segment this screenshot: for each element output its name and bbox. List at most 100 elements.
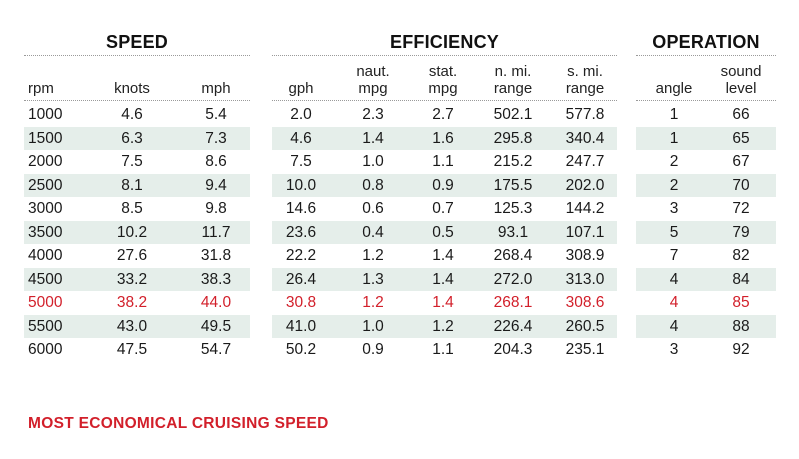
cell-gph: 14.6 — [285, 200, 317, 217]
table-row: 4500 33.2 38.3 26.4 1.3 1.4 272.0 313.0 4 84 — [0, 267, 799, 291]
cell-knots: 33.2 — [116, 270, 148, 288]
cell-stat-mpg: 1.1 — [432, 153, 454, 170]
operation-group-rule — [636, 55, 776, 56]
column-header-naut-mpg: naut. mpg — [338, 61, 408, 97]
cell-stat-mpg: 1.2 — [432, 317, 454, 335]
cell-naut-mpg: 0.9 — [362, 341, 384, 358]
cell-angle: 1 — [669, 129, 679, 147]
column-header-n-mi-range: n. mi. range — [478, 61, 548, 97]
cell-n-mi-range: 272.0 — [493, 270, 533, 288]
cell-naut-mpg: 2.3 — [362, 106, 384, 123]
cell-sound-level: 70 — [732, 176, 750, 194]
cell-naut-mpg: 1.2 — [362, 294, 384, 311]
data-table-body: 1000 4.6 5.4 2.0 2.3 2.7 502.1 577.8 1 66 1500 6.3 7… — [0, 103, 799, 362]
row-band — [636, 173, 776, 197]
cell-s-mi-range: 235.1 — [565, 341, 605, 358]
column-header-line: level — [725, 80, 757, 97]
table-row: 2000 7.5 8.6 7.5 1.0 1.1 215.2 247.7 2 67 — [0, 150, 799, 174]
column-header-line: s. mi. — [567, 63, 603, 80]
cell-gph: 22.2 — [285, 247, 317, 264]
footnote-most-economical: MOST ECONOMICAL CRUISING SPEED — [28, 415, 329, 432]
cell-gph: 30.8 — [285, 294, 317, 311]
cell-angle: 2 — [669, 176, 679, 194]
column-header-line: sound — [720, 63, 762, 80]
cell-sound-level: 65 — [732, 129, 750, 147]
cell-s-mi-range: 577.8 — [565, 106, 605, 123]
cell-stat-mpg: 2.7 — [432, 106, 454, 123]
table-row-highlighted: 5000 38.2 44.0 30.8 1.2 1.4 268.1 308.6 4 85 — [0, 291, 799, 315]
cell-s-mi-range: 144.2 — [565, 200, 605, 217]
cell-naut-mpg: 0.6 — [362, 200, 384, 217]
cell-naut-mpg: 0.8 — [362, 176, 384, 194]
row-band — [24, 220, 250, 244]
row-band — [24, 314, 250, 338]
cell-n-mi-range: 268.1 — [493, 294, 533, 311]
cell-mph: 31.8 — [200, 247, 232, 264]
column-header-rpm: rpm — [28, 61, 88, 97]
row-band — [272, 173, 617, 197]
cell-mph: 9.4 — [205, 176, 227, 194]
cell-gph: 50.2 — [285, 341, 317, 358]
table-row: 5500 43.0 49.5 41.0 1.0 1.2 226.4 260.5 4 88 — [0, 314, 799, 338]
cell-s-mi-range: 308.9 — [565, 247, 605, 264]
cell-naut-mpg: 1.0 — [362, 153, 384, 170]
row-band — [24, 267, 250, 291]
column-header-s-mi-range: s. mi. range — [550, 61, 620, 97]
row-band — [24, 126, 250, 150]
group-title-speed: SPEED — [105, 32, 169, 52]
cell-s-mi-range: 340.4 — [565, 129, 605, 147]
cell-sound-level: 72 — [732, 200, 750, 217]
cell-mph: 44.0 — [200, 294, 232, 311]
cell-stat-mpg: 0.5 — [432, 223, 454, 241]
cell-mph: 11.7 — [201, 223, 231, 241]
cell-mph: 9.8 — [205, 200, 227, 217]
cell-naut-mpg: 1.4 — [362, 129, 384, 147]
cell-stat-mpg: 1.6 — [432, 129, 454, 147]
column-header-line: angle — [655, 80, 693, 97]
cell-s-mi-range: 260.5 — [565, 317, 605, 335]
row-band — [636, 220, 776, 244]
cell-n-mi-range: 125.3 — [493, 200, 533, 217]
cell-knots: 8.1 — [121, 176, 143, 194]
cell-n-mi-range: 268.4 — [493, 247, 533, 264]
cell-knots: 38.2 — [116, 294, 148, 311]
cell-rpm: 3000 — [28, 200, 63, 217]
group-title-efficiency: EFFICIENCY — [389, 32, 499, 52]
cell-mph: 7.3 — [205, 129, 227, 147]
row-band — [272, 220, 617, 244]
table-row: 2500 8.1 9.4 10.0 0.8 0.9 175.5 202.0 2 70 — [0, 173, 799, 197]
operation-header-rule — [636, 100, 776, 101]
column-header-line: range — [565, 80, 605, 97]
cell-n-mi-range: 175.5 — [493, 176, 533, 194]
cell-n-mi-range: 204.3 — [493, 341, 533, 358]
column-header-line: mpg — [358, 80, 388, 97]
column-header-line: rpm — [28, 80, 54, 97]
cell-rpm: 5500 — [28, 317, 63, 335]
cell-gph: 23.6 — [285, 223, 317, 241]
cell-s-mi-range: 313.0 — [565, 270, 605, 288]
cell-stat-mpg: 1.4 — [432, 247, 454, 264]
cell-stat-mpg: 1.4 — [432, 270, 454, 288]
table-row: 6000 47.5 54.7 50.2 0.9 1.1 204.3 235.1 3 92 — [0, 338, 799, 362]
cell-sound-level: 85 — [732, 294, 750, 311]
cell-s-mi-range: 308.6 — [565, 294, 605, 311]
table-row: 1000 4.6 5.4 2.0 2.3 2.7 502.1 577.8 1 66 — [0, 103, 799, 127]
cell-rpm: 4500 — [28, 270, 63, 288]
cell-rpm: 6000 — [28, 341, 63, 358]
cell-s-mi-range: 247.7 — [565, 153, 605, 170]
cell-angle: 4 — [669, 270, 679, 288]
cell-gph: 7.5 — [290, 153, 312, 170]
cell-n-mi-range: 295.8 — [493, 129, 533, 147]
cell-angle: 3 — [669, 200, 679, 217]
row-band — [24, 173, 250, 197]
cell-rpm: 3500 — [28, 223, 63, 241]
cell-sound-level: 92 — [732, 341, 750, 358]
cell-rpm: 1500 — [28, 129, 63, 147]
speed-group-rule — [24, 55, 250, 56]
efficiency-group-rule — [272, 55, 617, 56]
cell-stat-mpg: 1.4 — [432, 294, 454, 311]
row-band — [636, 126, 776, 150]
row-band — [636, 314, 776, 338]
cell-sound-level: 67 — [732, 153, 750, 170]
cell-gph: 10.0 — [285, 176, 317, 194]
